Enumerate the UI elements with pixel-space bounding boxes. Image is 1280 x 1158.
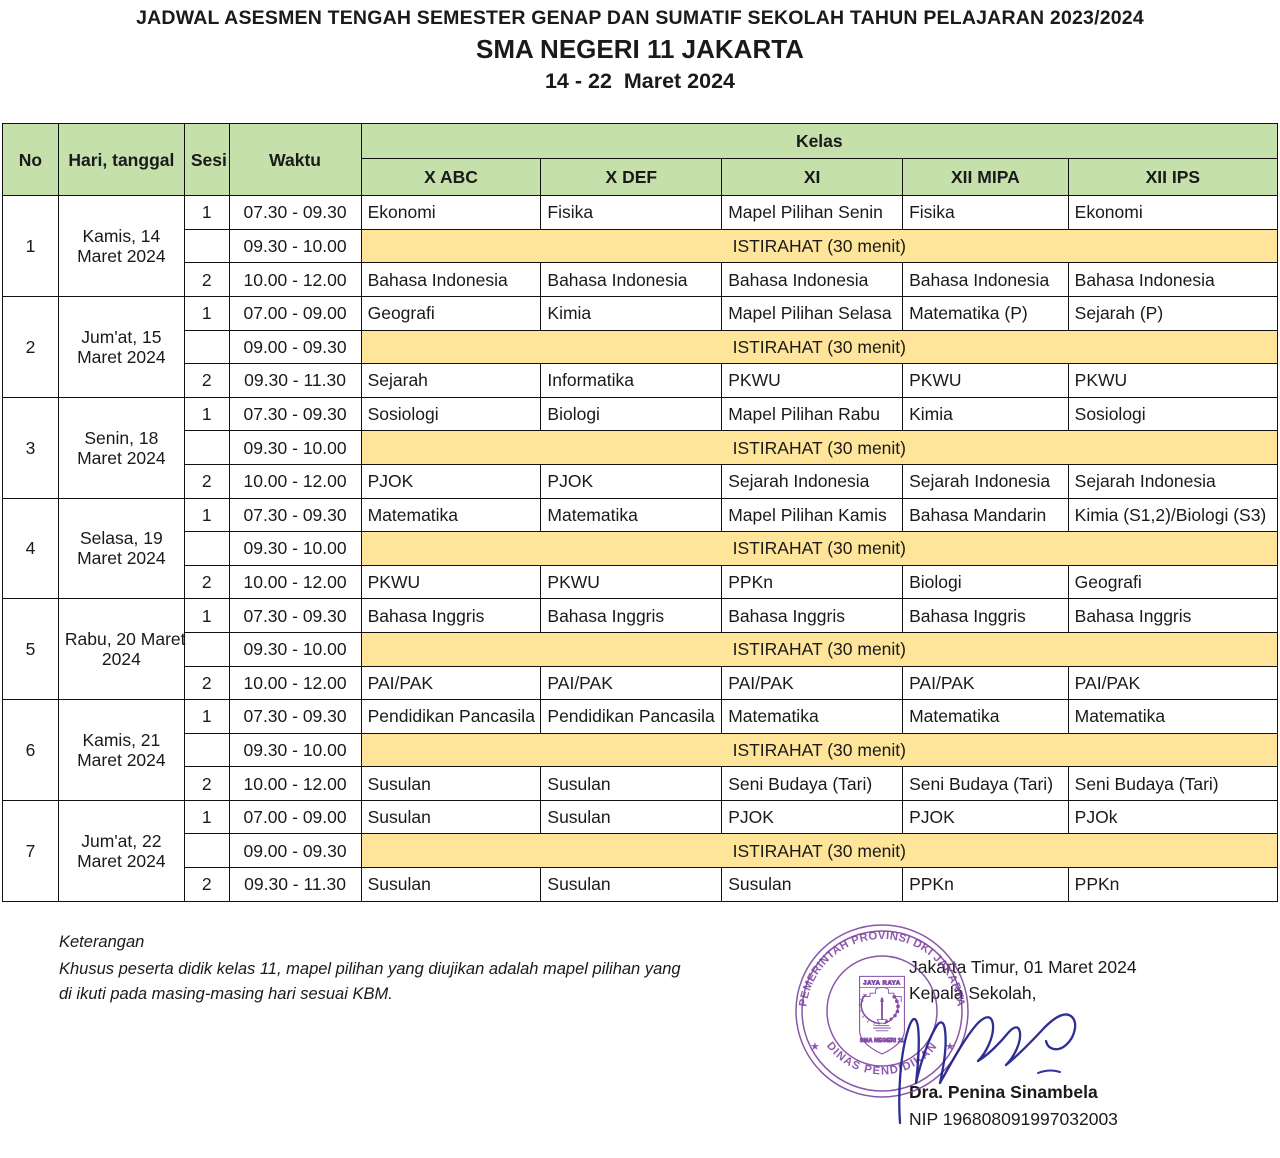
svg-text:★: ★ (810, 1041, 820, 1053)
